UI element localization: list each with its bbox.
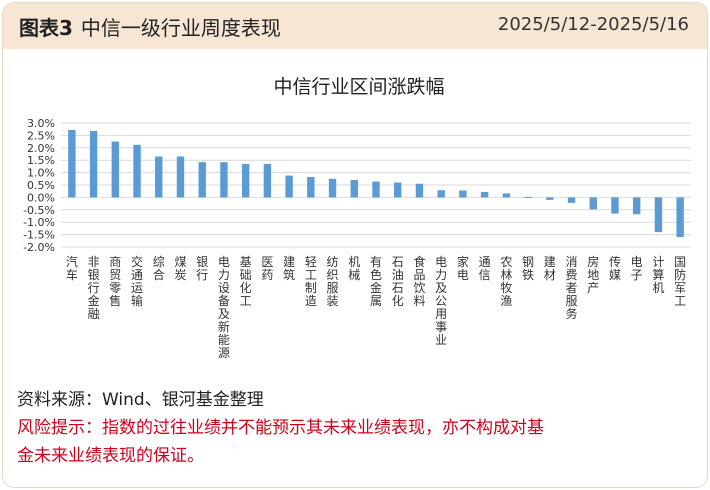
x-tick-label: 房地产 xyxy=(587,254,599,295)
figure-number: 图表3 xyxy=(19,16,73,40)
figure-title-text: 中信一级行业周度表现 xyxy=(80,16,281,40)
x-tick-label: 银行 xyxy=(196,255,208,282)
x-tick-label: 消费者服务 xyxy=(566,255,578,321)
y-tick-label: -0.5% xyxy=(23,204,55,217)
bar xyxy=(611,197,619,214)
bar xyxy=(372,181,380,198)
x-axis-labels: 汽车非银行金融商贸零售交通运输综合煤炭银行电力设备及新能源基础化工医药建筑轻工制… xyxy=(66,254,686,360)
y-axis-ticks: 3.0%2.5%2.0%1.5%1.0%0.5%0.0%-0.5%-1.0%-1… xyxy=(23,117,55,254)
bar xyxy=(567,197,576,203)
bar xyxy=(307,177,315,198)
x-tick-label: 交通运输 xyxy=(131,254,143,308)
bar xyxy=(524,196,532,198)
bar xyxy=(415,183,424,198)
bar xyxy=(285,175,293,198)
bar xyxy=(502,193,511,198)
bar xyxy=(220,162,228,198)
x-tick-label: 家电 xyxy=(457,254,469,282)
figure-title: 图表3 中信一级行业周度表现 xyxy=(19,12,281,41)
x-tick-label: 建材 xyxy=(544,255,556,282)
bar xyxy=(133,144,141,198)
x-tick-label: 轻工制造 xyxy=(305,255,317,308)
risk-warning-line2: 金未来业绩表现的保证。 xyxy=(17,446,204,466)
bar xyxy=(654,197,663,233)
y-tick-label: 1.0% xyxy=(27,167,55,180)
chart-title: 中信行业区间涨跌幅 xyxy=(273,76,444,98)
x-tick-label: 传媒 xyxy=(609,254,621,282)
x-tick-label: 食品饮料 xyxy=(413,254,425,308)
x-tick-label: 计算机 xyxy=(652,255,664,295)
x-tick-label: 石油石化 xyxy=(392,255,404,308)
x-tick-label: 煤炭 xyxy=(174,255,186,282)
header-bar: 图表3 中信一级行业周度表现 2025/5/12-2025/5/16 xyxy=(3,3,707,49)
bar xyxy=(263,163,272,198)
x-tick-label: 电力设备及新能源 xyxy=(218,255,230,360)
bar xyxy=(350,180,358,198)
x-tick-label: 机械 xyxy=(348,255,360,282)
risk-warning-line1: 风险提示：指数的过往业绩并不能预示其未来业绩表现，亦不构成对基 xyxy=(17,418,544,438)
bar xyxy=(89,130,98,198)
x-tick-label: 医药 xyxy=(261,255,273,282)
date-range: 2025/5/12-2025/5/16 xyxy=(497,14,689,35)
y-tick-label: -1.5% xyxy=(23,229,55,242)
x-tick-label: 农林牧渔 xyxy=(500,255,512,308)
y-tick-label: 3.0% xyxy=(27,117,55,130)
x-tick-label: 基础化工 xyxy=(240,255,252,308)
x-tick-label: 有色金属 xyxy=(370,255,382,308)
bars xyxy=(68,129,684,238)
bar xyxy=(328,178,337,198)
bar xyxy=(68,129,76,198)
x-tick-label: 国防军工 xyxy=(674,255,686,308)
x-tick-label: 通信 xyxy=(479,255,491,282)
bar xyxy=(632,197,641,215)
y-tick-label: -1.0% xyxy=(23,216,55,229)
y-tick-label: 0.5% xyxy=(27,179,55,192)
y-tick-label: -2.0% xyxy=(23,241,55,254)
bar xyxy=(589,197,597,210)
bar xyxy=(198,162,206,198)
x-tick-label: 电子 xyxy=(631,255,643,282)
x-tick-label: 建筑 xyxy=(283,255,295,282)
x-tick-label: 电力及公用事业 xyxy=(435,255,447,347)
source-note: 资料来源：Wind、银河基金整理 xyxy=(17,390,264,410)
x-tick-label: 纺织服装 xyxy=(327,255,339,308)
bar xyxy=(546,197,554,200)
y-tick-label: 2.5% xyxy=(27,129,55,142)
bar xyxy=(155,156,163,198)
y-tick-label: 2.0% xyxy=(27,142,55,155)
bar xyxy=(480,191,489,198)
bar xyxy=(241,163,250,198)
x-tick-label: 商贸零售 xyxy=(109,254,121,308)
bar xyxy=(459,190,467,198)
bar xyxy=(437,190,445,198)
bar xyxy=(394,182,402,198)
y-tick-label: 0.0% xyxy=(27,191,55,204)
x-tick-label: 钢铁 xyxy=(522,255,534,282)
bar xyxy=(111,141,120,198)
x-tick-label: 汽车 xyxy=(66,254,78,282)
x-tick-label: 综合 xyxy=(153,255,165,282)
y-tick-label: 1.5% xyxy=(27,154,55,167)
bar-chart: 中信行业区间涨跌幅 3.0%2.5%2.0%1.5%1.0%0.5%0.0%-0… xyxy=(23,76,691,360)
bar xyxy=(176,156,185,198)
x-tick-label: 非银行金融 xyxy=(88,255,100,321)
bar xyxy=(676,197,684,238)
